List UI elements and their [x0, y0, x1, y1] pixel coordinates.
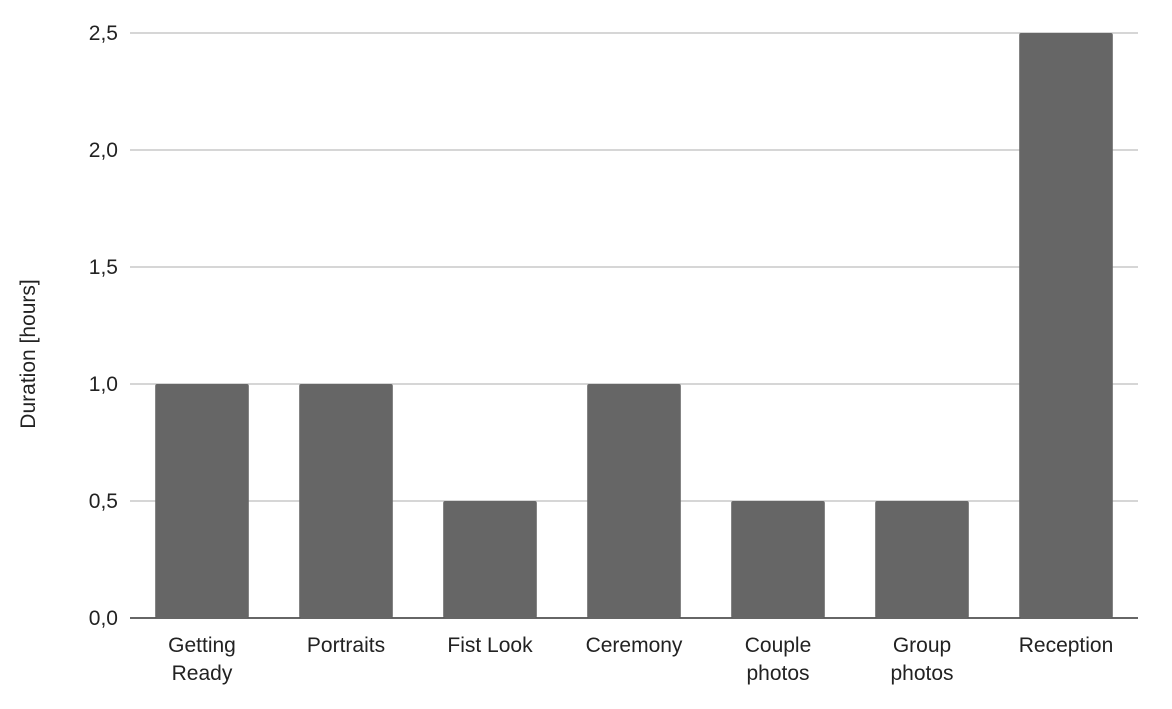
- bar: [587, 384, 681, 618]
- x-category-label-line: Fist Look: [447, 634, 533, 657]
- x-category-label: Getting Ready: [168, 634, 236, 685]
- y-axis-title: Duration [hours]: [17, 279, 40, 428]
- y-tick-label: 2,5: [89, 22, 118, 45]
- bar: [1019, 33, 1113, 618]
- x-category-label: Group photos: [890, 634, 953, 685]
- y-tick-label: 2,0: [89, 139, 118, 162]
- x-category-label-line: Portraits: [307, 634, 385, 657]
- x-category-label-line: photos: [746, 662, 809, 685]
- x-category-label: Portraits: [307, 634, 385, 657]
- x-category-label: Reception: [1019, 634, 1114, 657]
- bars: [155, 33, 1113, 618]
- y-tick-label: 0,0: [89, 607, 118, 630]
- x-category-label-line: Group: [893, 634, 951, 657]
- x-category-label-line: Couple: [745, 634, 812, 657]
- x-category-label-line: photos: [890, 662, 953, 685]
- y-tick-labels: 0,0 0,5 1,0 1,5 2,0 2,5: [89, 22, 118, 630]
- x-category-label-line: Ready: [172, 662, 233, 685]
- x-category-label-line: Getting: [168, 634, 236, 657]
- x-category-label: Couple photos: [745, 634, 812, 685]
- x-category-label-line: Reception: [1019, 634, 1114, 657]
- bar: [443, 501, 537, 618]
- x-category-label: Ceremony: [586, 634, 683, 657]
- bar: [731, 501, 825, 618]
- y-tick-label: 1,0: [89, 373, 118, 396]
- x-category-label: Fist Look: [447, 634, 533, 657]
- bar: [875, 501, 969, 618]
- bar: [155, 384, 249, 618]
- bar: [299, 384, 393, 618]
- y-tick-label: 0,5: [89, 490, 118, 513]
- x-category-label-line: Ceremony: [586, 634, 683, 657]
- y-tick-label: 1,5: [89, 256, 118, 279]
- x-category-labels: Getting Ready Portraits Fist Look Ceremony Co…: [168, 634, 1113, 685]
